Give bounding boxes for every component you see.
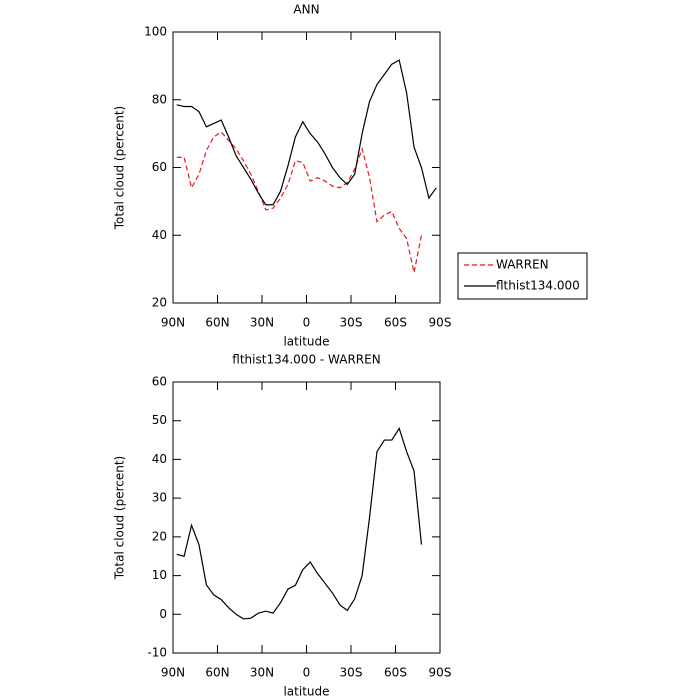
y-axis-label: Total cloud (percent) [113, 106, 127, 230]
chart-title: ANN [293, 3, 319, 17]
y-tick-label: 100 [144, 25, 167, 39]
x-tick-label: 90N [161, 316, 185, 330]
y-tick-label: 20 [152, 296, 167, 310]
y-tick-label: 60 [152, 375, 167, 389]
plot-frame [172, 31, 441, 304]
x-tick-label: 30S [340, 666, 363, 680]
x-tick-label: 30N [250, 666, 274, 680]
x-axis-label: latitude [283, 685, 329, 699]
y-tick-label: 40 [152, 452, 167, 466]
legend-label: WARREN [496, 258, 549, 272]
y-tick-label: 20 [152, 529, 167, 543]
y-tick-label: 80 [152, 92, 167, 106]
legend-box [457, 252, 588, 300]
x-tick-label: 90S [429, 666, 452, 680]
data-line [176, 427, 423, 620]
x-tick-label: 90N [161, 666, 185, 680]
y-tick-label: 60 [152, 160, 167, 174]
y-axis-label: Total cloud (percent) [113, 456, 127, 580]
x-tick-label: 30S [340, 316, 363, 330]
y-tick-label: 10 [152, 568, 167, 582]
x-axis-label: latitude [283, 335, 329, 349]
x-tick-label: 0 [303, 666, 311, 680]
x-tick-label: 30N [250, 316, 274, 330]
x-tick-label: 60N [205, 316, 229, 330]
plot-frame [172, 381, 441, 654]
legend-label: flthist134.000 [496, 279, 580, 293]
chart-title: flthist134.000 - WARREN [232, 353, 380, 367]
x-tick-label: 60S [384, 666, 407, 680]
x-tick-label: 0 [303, 316, 311, 330]
y-tick-label: 50 [152, 413, 167, 427]
x-tick-label: 60S [384, 316, 407, 330]
y-tick-label: -10 [147, 646, 167, 660]
data-line [176, 131, 423, 273]
data-line [176, 59, 437, 206]
y-tick-label: 40 [152, 228, 167, 242]
y-tick-label: 0 [159, 607, 167, 621]
x-tick-label: 60N [205, 666, 229, 680]
y-tick-label: 30 [152, 491, 167, 505]
x-tick-label: 90S [429, 316, 452, 330]
